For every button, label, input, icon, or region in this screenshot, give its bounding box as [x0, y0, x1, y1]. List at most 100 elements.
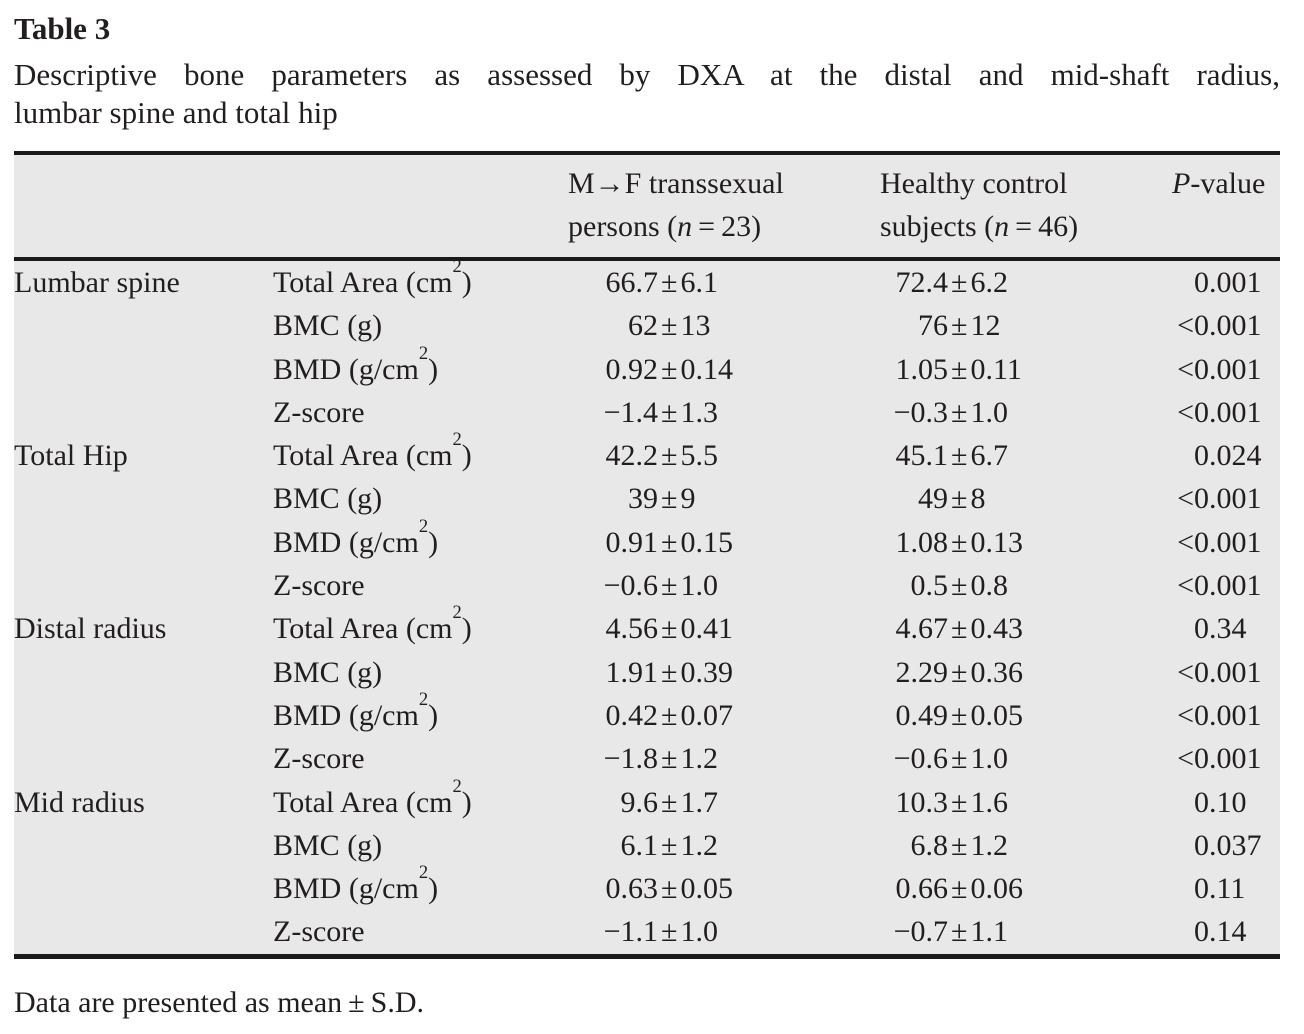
site-label — [14, 737, 273, 780]
parameter-label: BMC (g) — [273, 482, 383, 516]
plus-minus-symbol: ± — [951, 525, 968, 559]
plus-minus-symbol: ± — [951, 872, 968, 906]
parameter-label: Total Area (cm2) — [273, 602, 472, 646]
p-value-cell: 0.024 — [1194, 439, 1262, 473]
plus-minus-symbol: ± — [951, 352, 968, 386]
healthy-control-value: 0.49 ±0.05 — [880, 694, 1172, 737]
superscript-unit: 2 — [418, 689, 429, 711]
plus-minus-symbol: ± — [661, 612, 678, 646]
parameter-label: BMD (g/cm2) — [273, 862, 439, 906]
plus-minus-symbol: ± — [661, 742, 678, 776]
parameter-label: Z-score — [273, 915, 365, 949]
table-header-row: M→F transsexual persons (n = 23) Healthy… — [14, 155, 1280, 261]
superscript-unit: 2 — [418, 862, 429, 884]
p-value-cell: <0.001 — [1177, 655, 1262, 689]
p-value-cell: 0.34 — [1194, 612, 1247, 646]
table-row: BMD (g/cm2) 0.91 ±0.15 1.08 ±0.13 <0.001 — [14, 515, 1280, 564]
plus-minus-symbol: ± — [661, 352, 678, 386]
site-label — [14, 564, 273, 607]
plus-minus-symbol: ± — [951, 612, 968, 646]
caption-line-1: Descriptive bone parameters as assessed … — [14, 57, 1280, 92]
table-row: BMD (g/cm2) 0.42 ±0.07 0.49 ±0.05 <0.001 — [14, 689, 1280, 737]
plus-minus-symbol: ± — [951, 828, 968, 862]
superscript-unit: 2 — [452, 602, 462, 624]
header-group2-line2: subjects (n = 46) — [880, 210, 1079, 243]
healthy-control-value: −0.6 ±1.0 — [880, 737, 1172, 780]
p-value-cell: <0.001 — [1177, 482, 1262, 516]
healthy-control-value: 72.4 ±6.2 — [880, 261, 1172, 304]
site-label — [14, 521, 273, 564]
table-row: BMC (g) 6.1 ±1.2 6.8 ±1.2 0.037 — [14, 824, 1280, 867]
healthy-control-value: 0.66 ±0.06 — [880, 867, 1172, 910]
healthy-control-value: 10.3 ±1.6 — [880, 781, 1172, 824]
table-row: Mid radius Total Area (cm2) 9.6 ±1.7 10.3… — [14, 777, 1280, 824]
n-symbol: n — [677, 210, 693, 243]
healthy-control-value: 1.08 ±0.13 — [880, 521, 1172, 564]
table-row: Distal radius Total Area (cm2) 4.56 ±0.41… — [14, 602, 1280, 650]
plus-minus-symbol: ± — [951, 742, 968, 776]
plus-minus-symbol: ± — [951, 266, 968, 299]
table-row: Lumbar spine Total Area (cm2) 66.7 ±6.1 7… — [14, 256, 1280, 304]
site-label — [14, 391, 273, 434]
healthy-control-value: 1.05 ±0.11 — [880, 348, 1172, 391]
site-label — [14, 910, 273, 953]
table-row: BMD (g/cm2) 0.63 ±0.05 0.66 ±0.06 0.11 — [14, 862, 1280, 910]
plus-minus-symbol: ± — [661, 655, 678, 689]
p-value-cell: 0.001 — [1194, 266, 1262, 299]
healthy-control-value: 0.5 ±0.8 — [880, 564, 1172, 607]
p-value-cell: <0.001 — [1177, 698, 1262, 732]
header-group1-line2: persons (n = 23) — [568, 210, 762, 243]
caption-line-2: lumbar spine and total hip — [14, 95, 338, 130]
site-label — [14, 651, 273, 694]
plus-minus-symbol: ± — [951, 309, 968, 343]
plus-minus-symbol: ± — [951, 915, 968, 949]
mf-transsexual-value: 1.91 ±0.39 — [568, 651, 880, 694]
plus-minus-symbol: ± — [951, 569, 968, 603]
plus-minus-symbol: ± — [661, 525, 678, 559]
mf-transsexual-value: 42.2 ±5.5 — [568, 434, 880, 477]
p-value-cell: <0.001 — [1177, 352, 1262, 386]
mf-transsexual-value: 0.92 ±0.14 — [568, 348, 880, 391]
site-label — [14, 824, 273, 867]
plus-minus-symbol: ± — [951, 482, 968, 516]
parameter-label: BMC (g) — [273, 309, 383, 343]
table-row: Z-score −1.1 ±1.0 −0.7 ±1.1 0.14 — [14, 910, 1280, 953]
superscript-unit: 2 — [418, 515, 429, 537]
parameter-label: BMC (g) — [273, 828, 383, 862]
table-caption: Descriptive bone parameters as assessed … — [14, 56, 1280, 132]
table-row: Z-score −1.8 ±1.2 −0.6 ±1.0 <0.001 — [14, 737, 1280, 780]
mf-transsexual-value: 0.42 ±0.07 — [568, 694, 880, 737]
p-value-cell: 0.10 — [1194, 785, 1247, 819]
parameter-label: BMD (g/cm2) — [273, 515, 439, 559]
superscript-unit: 2 — [452, 775, 462, 797]
table-row: Z-score −1.4 ±1.3 −0.3 ±1.0 <0.001 — [14, 391, 1280, 434]
parameter-label: BMD (g/cm2) — [273, 342, 439, 386]
header-group-control: Healthy control subjects (n = 46) — [880, 162, 1172, 248]
p-value-cell: 0.11 — [1194, 872, 1246, 906]
header-p-value: P-value — [1172, 167, 1266, 200]
mf-transsexual-value: −0.6 ±1.0 — [568, 564, 880, 607]
plus-minus-symbol: ± — [661, 698, 678, 732]
mf-transsexual-value: 0.91 ±0.15 — [568, 521, 880, 564]
plus-minus-symbol: ± — [661, 395, 678, 429]
p-value-cell: <0.001 — [1177, 395, 1262, 429]
mf-transsexual-value: 9.6 ±1.7 — [568, 781, 880, 824]
site-label: Mid radius — [14, 785, 145, 819]
healthy-control-value: 49 ±8 — [880, 477, 1172, 520]
table-row: Z-score −0.6 ±1.0 0.5 ±0.8 <0.001 — [14, 564, 1280, 607]
plus-minus-symbol: ± — [951, 785, 968, 819]
table-row: BMC (g) 1.91 ±0.39 2.29 ±0.36 <0.001 — [14, 651, 1280, 694]
site-label: Distal radius — [14, 612, 167, 646]
site-label — [14, 304, 273, 347]
mf-transsexual-value: 4.56 ±0.41 — [568, 607, 880, 650]
plus-minus-symbol: ± — [661, 482, 678, 516]
parameter-label: BMD (g/cm2) — [273, 689, 439, 732]
parameter-label: BMC (g) — [273, 655, 383, 689]
header-group2-line1: Healthy control — [880, 167, 1068, 200]
mf-transsexual-value: 0.63 ±0.05 — [568, 867, 880, 910]
healthy-control-value: −0.7 ±1.1 — [880, 910, 1172, 953]
table-row: BMD (g/cm2) 0.92 ±0.14 1.05 ±0.11 <0.001 — [14, 342, 1280, 391]
plus-minus-symbol: ± — [661, 569, 678, 603]
parameter-label: Total Area (cm2) — [273, 256, 472, 299]
